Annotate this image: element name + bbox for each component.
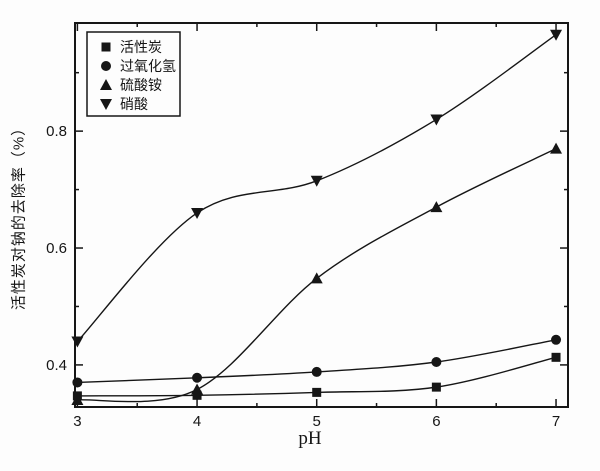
x-axis-title: pH: [298, 428, 322, 449]
plot-frame: [74, 22, 569, 408]
series-marker-0: [551, 352, 561, 362]
x-tick-label: 3: [73, 413, 81, 430]
x-tick-label: 7: [552, 413, 560, 430]
series-marker-3: [310, 175, 323, 187]
series-marker-2: [430, 201, 443, 213]
legend-marker-triangle-down: [100, 99, 112, 110]
y-tick-label: 0.8: [46, 123, 67, 140]
series-marker-1: [551, 334, 562, 345]
series-marker-2: [191, 383, 204, 395]
series-marker-3: [71, 336, 84, 348]
legend-marker-circle: [101, 61, 111, 71]
series-marker-1: [311, 366, 322, 377]
x-tick-label: 5: [313, 413, 321, 430]
series-marker-1: [192, 372, 203, 383]
series-marker-3: [191, 207, 204, 219]
x-tick-label: 4: [193, 413, 201, 430]
legend-label: 硝酸: [120, 96, 148, 112]
series-marker-0: [192, 390, 202, 400]
legend-label: 活性炭: [120, 39, 162, 55]
legend-marker-square: [101, 42, 111, 52]
series-marker-2: [550, 142, 563, 154]
legend-label: 过氧化氢: [120, 58, 176, 74]
y-tick-label: 0.4: [46, 357, 67, 374]
legend-marker-triangle-up: [100, 79, 112, 90]
y-axis-title-text: 活性炭对钠的去除率（%）: [10, 119, 28, 311]
series-marker-1: [431, 356, 442, 367]
series-marker-3: [550, 29, 563, 41]
legend-label: 硫酸铵: [120, 77, 162, 93]
series-marker-1: [72, 377, 83, 388]
series-marker-3: [430, 114, 443, 126]
y-tick-label: 0.6: [46, 240, 67, 257]
series-marker-0: [431, 382, 441, 392]
series-marker-0: [312, 387, 322, 397]
series-marker-2: [71, 393, 84, 405]
x-tick-label: 6: [432, 413, 440, 430]
series-marker-2: [310, 272, 323, 284]
